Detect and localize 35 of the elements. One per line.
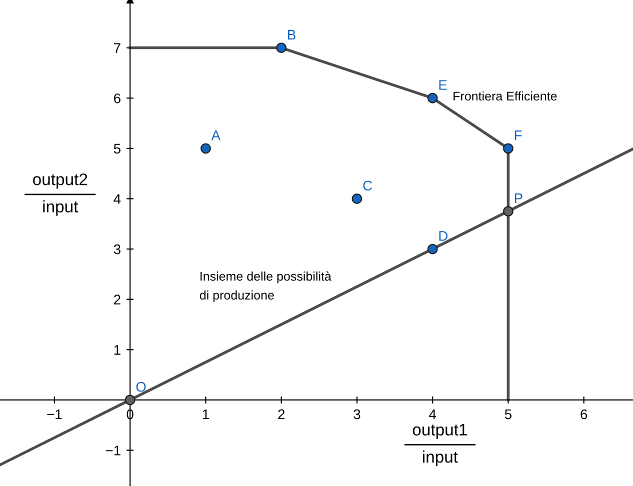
annotation: F: [514, 130, 522, 140]
point: [124, 394, 136, 406]
annotation: P: [514, 193, 522, 203]
x-tick-label: 5: [504, 410, 512, 420]
point: [276, 42, 287, 54]
annotation: A: [211, 130, 220, 140]
x-tick-label: 1: [202, 410, 209, 420]
point: [352, 194, 362, 204]
x-tick-label: 2: [278, 409, 284, 420]
x-axis-title: output1 input: [412, 424, 467, 466]
y-tick-label: 1: [114, 345, 120, 355]
y-tick-label: 4: [114, 194, 121, 204]
x-tick-label: 4: [429, 410, 436, 420]
y-tick-label: 6: [114, 93, 120, 104]
annotation: B: [288, 30, 296, 40]
point: [200, 143, 211, 154]
y-tick-label: 3: [114, 244, 120, 254]
point: [503, 143, 514, 154]
y-tick-label: 2: [114, 294, 120, 304]
y-tick-label: 5: [114, 144, 120, 154]
y-tick-label: −1: [106, 446, 120, 456]
point: [503, 206, 514, 217]
x-tick-label: 6: [580, 409, 588, 420]
point: [427, 92, 438, 104]
y-axis-title: output2 input: [33, 173, 88, 216]
annotation: Frontiera Efficiente: [454, 91, 557, 101]
annotation: C: [363, 180, 372, 191]
x-tick-label: −1: [47, 410, 62, 420]
annotation: E: [439, 80, 447, 90]
point: [427, 244, 438, 254]
annotation: O: [136, 382, 146, 392]
x-tick-label: 3: [354, 409, 360, 420]
y-tick-label: 7: [114, 43, 120, 53]
annotation: D: [439, 231, 448, 241]
annotation: Insieme delle possibilità di produzione: [200, 271, 332, 302]
